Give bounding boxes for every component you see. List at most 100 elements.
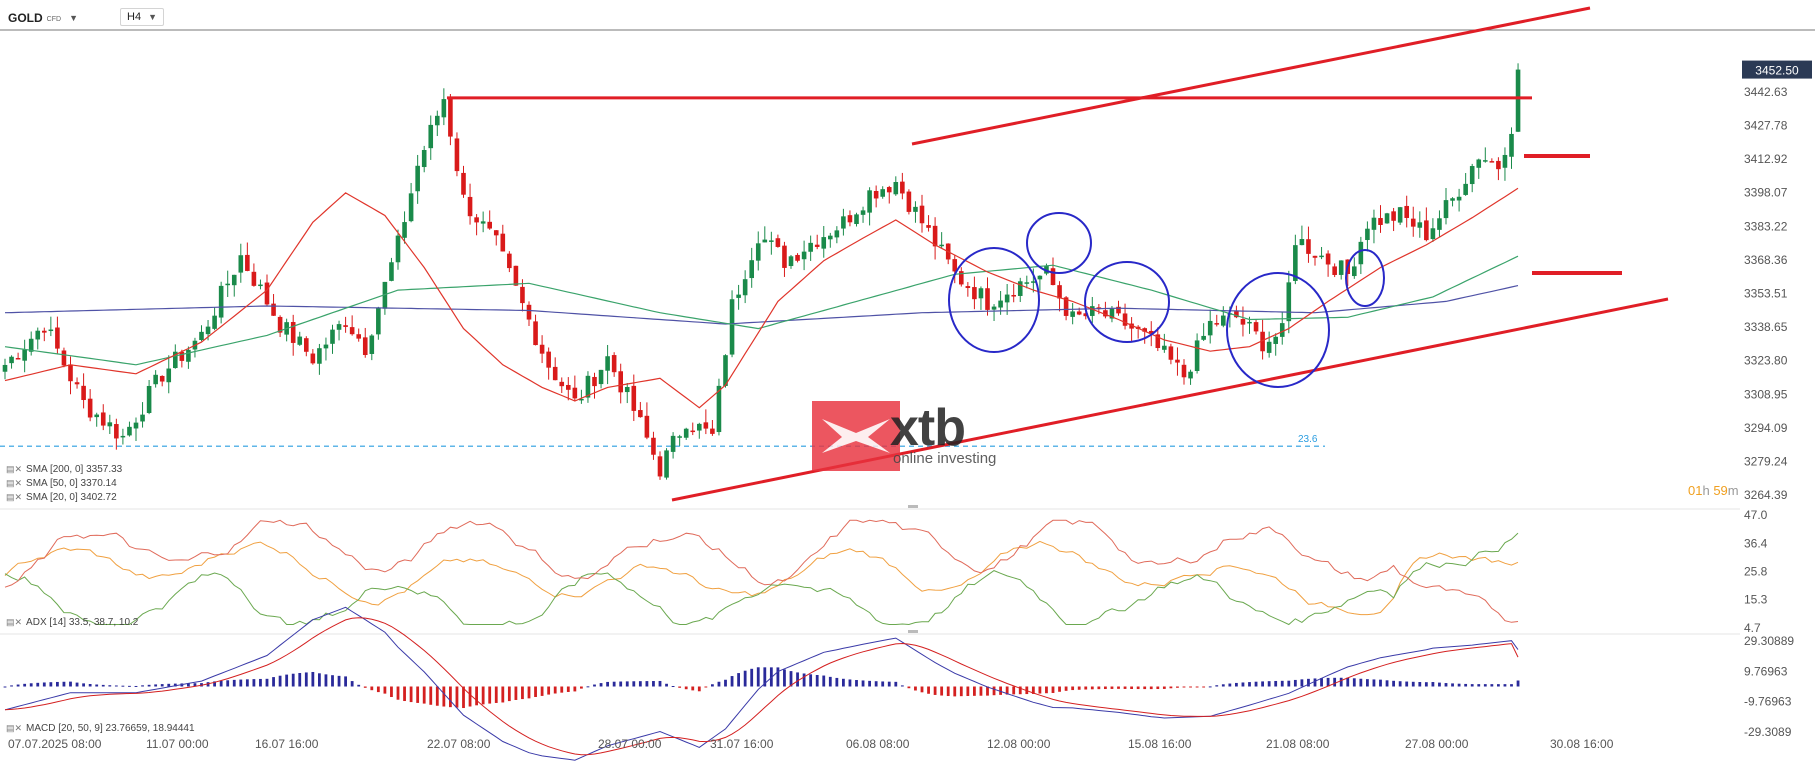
candle-down bbox=[1103, 310, 1108, 317]
macd-histogram-bar bbox=[134, 685, 138, 687]
candle-down bbox=[631, 385, 637, 411]
symbol-selector[interactable]: GOLD CFD ▼ bbox=[8, 8, 78, 28]
date-tick-label: 15.08 16:00 bbox=[1128, 737, 1192, 751]
candle-up bbox=[1502, 154, 1508, 168]
macd-histogram-bar bbox=[318, 673, 321, 687]
date-tick-label: 12.08 00:00 bbox=[987, 737, 1051, 751]
settings-close-icon[interactable]: ▤✕ bbox=[6, 617, 23, 627]
macd-histogram-bar bbox=[1241, 682, 1245, 687]
macd-histogram-bar bbox=[527, 686, 531, 699]
candle-up bbox=[480, 221, 486, 224]
settings-close-icon[interactable]: ▤✕ bbox=[6, 492, 23, 502]
candle-up bbox=[1365, 228, 1370, 241]
candle-up bbox=[297, 336, 303, 345]
macd-histogram-bar bbox=[1058, 686, 1061, 692]
candle-down bbox=[1155, 334, 1161, 349]
macd-histogram-bar bbox=[350, 681, 354, 687]
macd-histogram-bar bbox=[521, 686, 524, 700]
candle-up bbox=[173, 351, 178, 369]
candle-up bbox=[1037, 275, 1043, 280]
chevron-down-icon[interactable]: ▼ bbox=[69, 13, 78, 23]
macd-histogram-bar bbox=[697, 686, 701, 692]
candle-up bbox=[1188, 371, 1193, 379]
macd-histogram-bar bbox=[1104, 686, 1107, 690]
legend-macd[interactable]: ▤✕ MACD [20, 50, 9] 23.76659, 18.94441 bbox=[6, 723, 195, 734]
chevron-down-icon[interactable]: ▼ bbox=[148, 12, 157, 22]
macd-histogram-bar bbox=[1300, 679, 1304, 687]
macd-histogram-bar bbox=[154, 684, 158, 687]
macd-histogram-bar bbox=[1379, 679, 1382, 687]
candle-down bbox=[1063, 297, 1069, 316]
macd-histogram-bar bbox=[940, 686, 944, 696]
macd-histogram-bar bbox=[1005, 686, 1009, 695]
settings-close-icon[interactable]: ▤✕ bbox=[6, 723, 23, 733]
macd-signal-line bbox=[4, 617, 1519, 756]
candle-up bbox=[1358, 241, 1364, 265]
candle-up bbox=[153, 374, 158, 385]
candle-down bbox=[703, 422, 709, 429]
settings-close-icon[interactable]: ▤✕ bbox=[6, 464, 23, 474]
macd-histogram-bar bbox=[3, 686, 7, 688]
macd-histogram-bar bbox=[160, 684, 164, 687]
candle-down bbox=[159, 375, 165, 382]
macd-histogram-bar bbox=[1516, 680, 1520, 687]
macd-histogram-bar bbox=[763, 667, 767, 687]
candle-down bbox=[493, 230, 499, 236]
candle-up bbox=[736, 294, 741, 298]
macd-histogram-bar bbox=[1169, 686, 1173, 689]
macd-histogram-bar bbox=[776, 667, 780, 687]
candle-up bbox=[834, 230, 840, 238]
candle-down bbox=[87, 398, 93, 418]
symbol-type: CFD bbox=[46, 16, 62, 23]
legend-adx[interactable]: ▤✕ ADX [14] 33.5, 38.7, 10.2 bbox=[6, 617, 138, 628]
candle-up bbox=[742, 279, 748, 296]
candle-up bbox=[605, 356, 610, 371]
candle-up bbox=[1319, 255, 1324, 258]
candle-up bbox=[218, 285, 224, 318]
macd-histogram-bar bbox=[252, 679, 256, 687]
candle-up bbox=[1070, 311, 1075, 317]
candle-down bbox=[81, 385, 86, 401]
candle-down bbox=[1129, 323, 1134, 329]
macd-histogram-bar bbox=[344, 676, 347, 687]
candle-up bbox=[28, 338, 34, 352]
candle-down bbox=[1306, 239, 1311, 254]
macd-histogram-bar bbox=[23, 683, 27, 687]
candle-up bbox=[1476, 159, 1482, 168]
macd-histogram-bar bbox=[665, 683, 668, 687]
candle-countdown: 01h 59m bbox=[1688, 483, 1739, 498]
legend-sma20[interactable]: ▤✕ SMA [20, 0] 3402.72 bbox=[6, 492, 117, 503]
legend-sma200[interactable]: ▤✕ SMA [200, 0] 3357.33 bbox=[6, 464, 122, 475]
candle-up bbox=[821, 237, 827, 249]
macd-histogram-bar bbox=[1464, 683, 1468, 687]
timeframe-selector[interactable]: H4 ▼ bbox=[120, 8, 164, 26]
macd-histogram-bar bbox=[324, 674, 328, 687]
macd-tick-label: -29.3089 bbox=[1744, 725, 1792, 739]
macd-histogram-bar bbox=[540, 686, 544, 696]
price-tick-label: 3398.07 bbox=[1744, 186, 1788, 200]
candle-down bbox=[1122, 313, 1128, 326]
candle-up bbox=[428, 124, 434, 149]
candle-up bbox=[579, 398, 584, 401]
candle-up bbox=[867, 190, 872, 213]
macd-histogram-bar bbox=[435, 686, 439, 706]
macd-histogram-bar bbox=[1149, 686, 1153, 690]
candle-down bbox=[539, 344, 545, 354]
candle-down bbox=[1076, 311, 1082, 315]
macd-histogram-bar bbox=[1195, 686, 1199, 688]
settings-close-icon[interactable]: ▤✕ bbox=[6, 478, 23, 488]
macd-histogram-bar bbox=[311, 671, 315, 687]
candle-down bbox=[448, 98, 453, 137]
candle-down bbox=[487, 221, 492, 229]
candle-up bbox=[107, 422, 113, 427]
candle-down bbox=[55, 327, 60, 349]
candle-down bbox=[900, 181, 905, 194]
macd-histogram-bar bbox=[724, 679, 727, 687]
macd-histogram-bar bbox=[1438, 682, 1441, 687]
legend-sma50[interactable]: ▤✕ SMA [50, 0] 3370.14 bbox=[6, 478, 117, 489]
candle-up bbox=[258, 284, 263, 287]
candle-up bbox=[199, 331, 204, 341]
macd-histogram-bar bbox=[213, 681, 216, 687]
macd-histogram-bar bbox=[900, 685, 904, 687]
